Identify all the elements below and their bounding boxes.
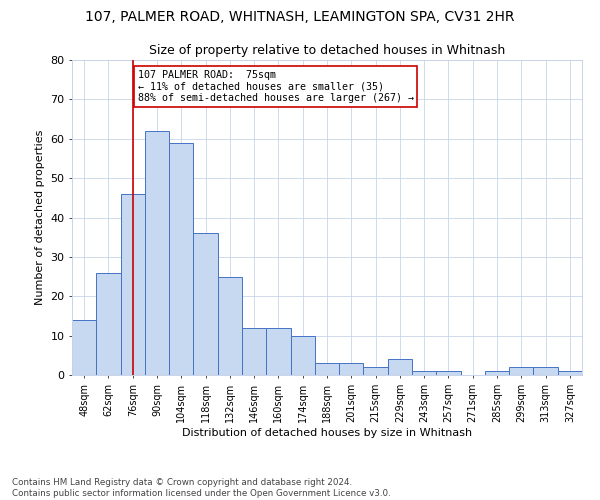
Bar [364, 367, 388, 375]
Y-axis label: Number of detached properties: Number of detached properties [35, 130, 44, 305]
Bar [242, 328, 266, 375]
Bar [72, 320, 96, 375]
Bar [315, 363, 339, 375]
Bar [339, 363, 364, 375]
Bar [96, 272, 121, 375]
Bar [388, 359, 412, 375]
Bar [193, 233, 218, 375]
Text: 107 PALMER ROAD:  75sqm
← 11% of detached houses are smaller (35)
88% of semi-de: 107 PALMER ROAD: 75sqm ← 11% of detached… [137, 70, 413, 103]
Bar [145, 131, 169, 375]
Title: Size of property relative to detached houses in Whitnash: Size of property relative to detached ho… [149, 44, 505, 58]
Bar [121, 194, 145, 375]
Bar [266, 328, 290, 375]
Bar [218, 276, 242, 375]
Text: 107, PALMER ROAD, WHITNASH, LEAMINGTON SPA, CV31 2HR: 107, PALMER ROAD, WHITNASH, LEAMINGTON S… [85, 10, 515, 24]
Bar [509, 367, 533, 375]
Text: Contains HM Land Registry data © Crown copyright and database right 2024.
Contai: Contains HM Land Registry data © Crown c… [12, 478, 391, 498]
Bar [436, 371, 461, 375]
Bar [169, 142, 193, 375]
X-axis label: Distribution of detached houses by size in Whitnash: Distribution of detached houses by size … [182, 428, 472, 438]
Bar [558, 371, 582, 375]
Bar [533, 367, 558, 375]
Bar [485, 371, 509, 375]
Bar [412, 371, 436, 375]
Bar [290, 336, 315, 375]
